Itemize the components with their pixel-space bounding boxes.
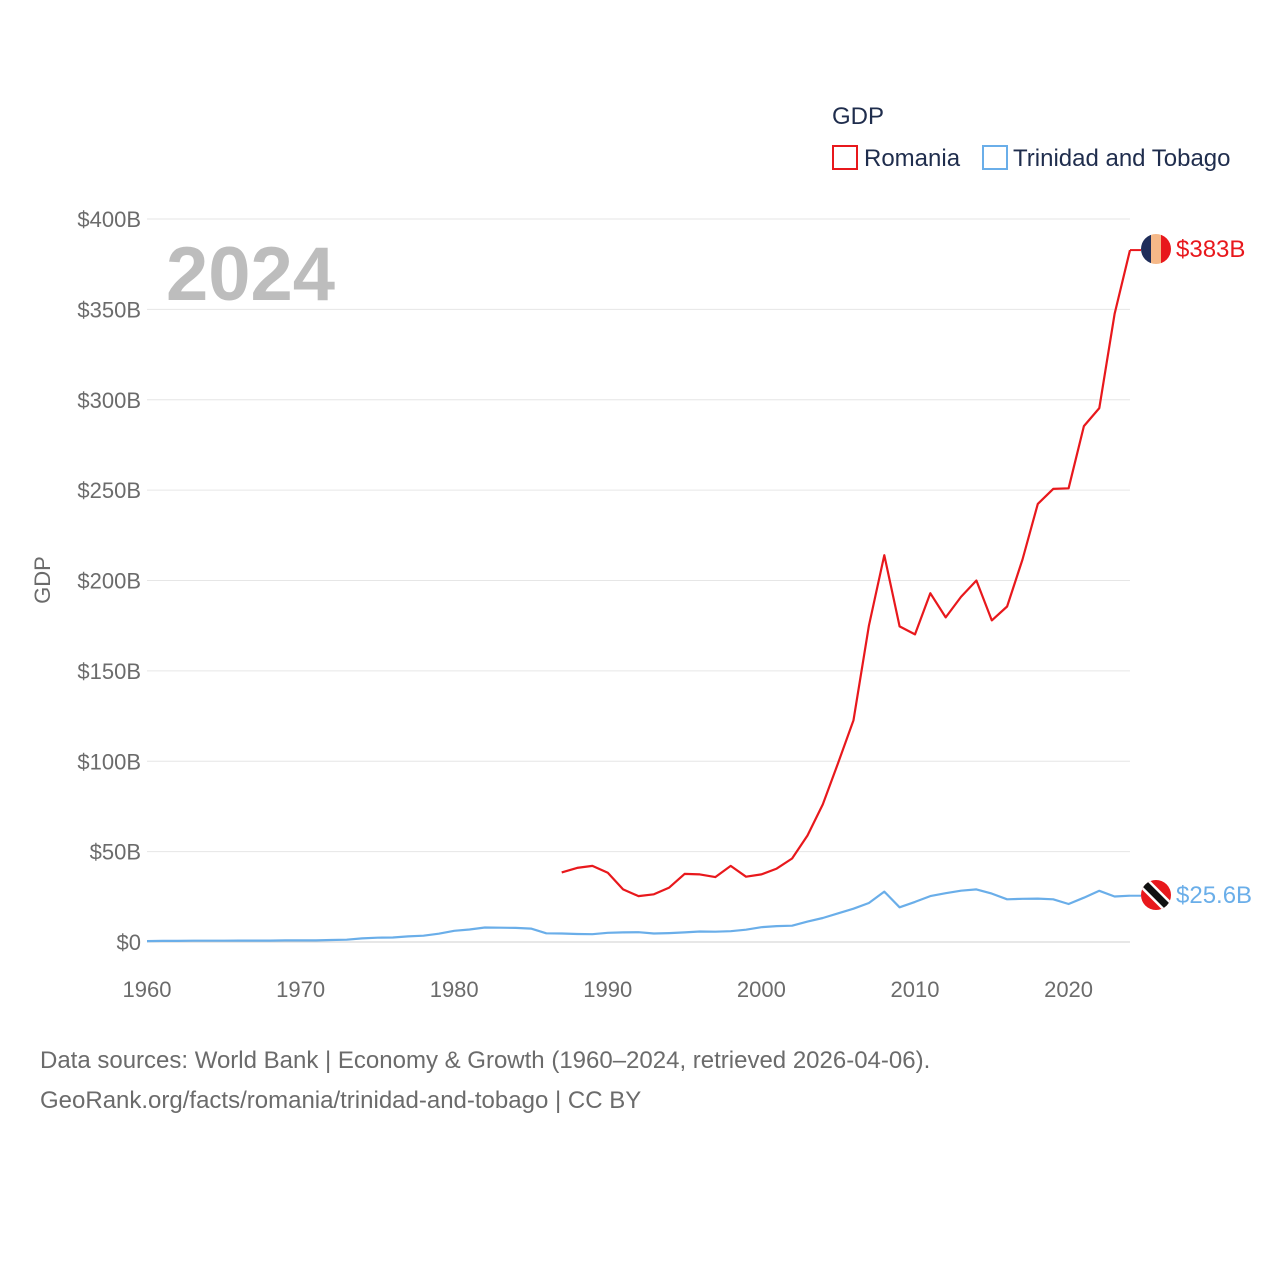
romania-flag-icon (1141, 234, 1171, 264)
legend-swatch-trinidad-and-tobago (982, 145, 1008, 170)
legend-title: GDP (832, 103, 884, 130)
x-tick-label: 2010 (890, 977, 939, 1002)
x-axis-ticks: 1960 1970 1980 1990 2000 2010 2020 (123, 977, 1094, 1002)
y-tick-label: $100B (77, 749, 141, 774)
legend-label-trinidad-and-tobago: Trinidad and Tobago (1013, 145, 1231, 172)
x-tick-label: 2020 (1044, 977, 1093, 1002)
source-note: Data sources: World Bank | Economy & Gro… (40, 1047, 931, 1074)
x-tick-label: 1960 (123, 977, 172, 1002)
y-axis-ticks: $0 $50B $100B $150B $200B $250B $300B $350B $400… (77, 207, 141, 955)
y-tick-label: $50B (90, 840, 141, 865)
legend-swatch-romania (832, 145, 858, 170)
year-label: 2024 (166, 232, 335, 317)
y-tick-label: $350B (77, 297, 141, 322)
x-tick-label: 2000 (737, 977, 786, 1002)
y-axis-label: GDP (30, 556, 55, 604)
series-line-romania (561, 249, 1132, 898)
end-label-romania: $383B (1176, 236, 1245, 263)
y-tick-label: $0 (117, 930, 141, 955)
series-line-trinidad-and-tobago (146, 888, 1131, 943)
end-label-trinidad-and-tobago: $25.6B (1176, 882, 1252, 909)
y-tick-label: $150B (77, 659, 141, 684)
x-tick-label: 1970 (276, 977, 325, 1002)
legend-label-romania: Romania (864, 145, 961, 172)
trinidad-and-tobago-flag-icon (1141, 880, 1171, 910)
source-url: GeoRank.org/facts/romania/trinidad-and-t… (40, 1087, 642, 1114)
grid-lines (147, 218, 1130, 943)
legend: GDP Romania Trinidad and Tobago (832, 103, 1231, 172)
y-tick-label: $200B (77, 569, 141, 594)
y-tick-label: $300B (77, 388, 141, 413)
y-tick-label: $250B (77, 478, 141, 503)
y-tick-label: $400B (77, 207, 141, 232)
x-tick-label: 1990 (583, 977, 632, 1002)
x-tick-label: 1980 (430, 977, 479, 1002)
series-lines (146, 249, 1141, 943)
